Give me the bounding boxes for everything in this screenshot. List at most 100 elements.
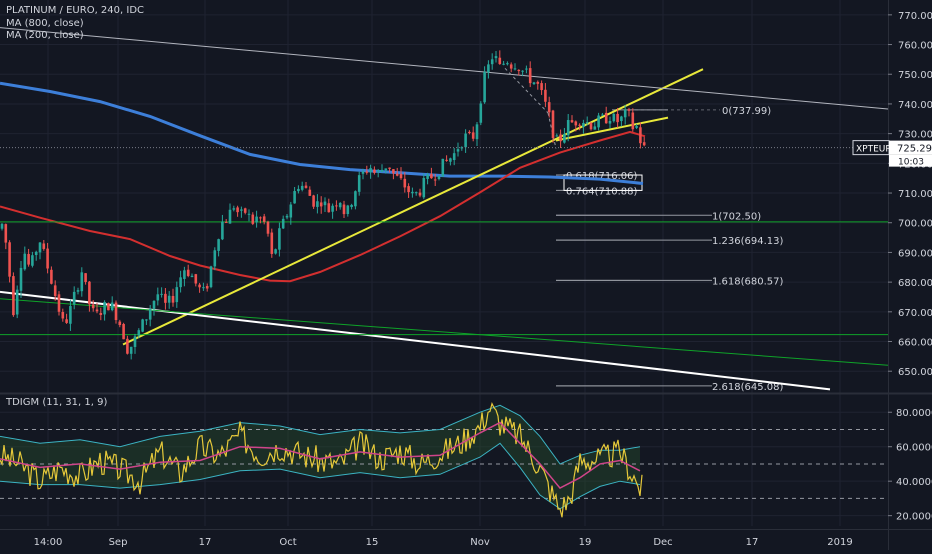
- candle-body: [217, 239, 220, 251]
- candle-body: [498, 57, 502, 65]
- candle-body: [224, 221, 228, 223]
- candle-body: [194, 274, 198, 284]
- candle-body: [289, 204, 293, 218]
- osc-axis-label: 60.0000: [896, 443, 932, 454]
- oscillator-legend: TDIGM (11, 31, 1, 9): [6, 397, 108, 408]
- candle-body: [483, 71, 486, 103]
- candle-body: [80, 272, 84, 292]
- fib-level-label: 0.764(710.88): [566, 186, 638, 197]
- candle-body: [471, 132, 475, 139]
- candle-body: [574, 121, 578, 126]
- candle-body: [221, 221, 224, 240]
- candle-body: [76, 290, 80, 292]
- candle-body: [99, 312, 103, 315]
- candle-body: [148, 309, 152, 320]
- osc-signal-line: [0, 421, 641, 490]
- candle-body: [232, 208, 236, 210]
- candle-body: [612, 113, 616, 122]
- candle-body: [395, 173, 399, 176]
- fib-level-label: 0(737.99): [722, 106, 771, 117]
- candle-body: [274, 249, 277, 254]
- candle-body: [544, 89, 547, 102]
- osc-axis-label: 20.0000: [896, 512, 932, 523]
- fib-level-label: 0.618(716.06): [566, 171, 638, 182]
- price-axis-label: 740.00: [898, 100, 932, 111]
- candle-body: [506, 63, 509, 65]
- countdown-label: 10:03: [898, 158, 924, 168]
- candle-body: [126, 338, 129, 354]
- candle-body: [559, 134, 562, 142]
- candle-body: [53, 285, 57, 296]
- time-axis-label: 19: [579, 537, 592, 548]
- price-axis-label: 670.00: [898, 308, 932, 319]
- candle-body: [593, 126, 597, 130]
- candle-body: [521, 70, 524, 72]
- candle-body: [236, 207, 239, 213]
- price-axis-label: 770.00: [898, 11, 932, 22]
- candle-body: [145, 319, 148, 321]
- candle-body: [399, 174, 403, 179]
- candle-body: [209, 266, 213, 288]
- ma-200-line: [0, 130, 646, 283]
- candle-body: [183, 270, 186, 279]
- candle-body: [34, 251, 38, 256]
- candle-body: [380, 169, 384, 172]
- candle-body: [601, 114, 604, 116]
- candle-body: [361, 171, 365, 174]
- time-axis-label: Nov: [470, 537, 490, 548]
- current-price-badge: [889, 140, 932, 155]
- candle-body: [323, 201, 327, 206]
- candle-body: [502, 63, 505, 65]
- osc-axis-label: 40.0000: [896, 477, 932, 488]
- candle-body: [95, 309, 99, 312]
- candle-body: [72, 291, 76, 305]
- candle-body: [190, 275, 194, 278]
- candle-body: [487, 64, 490, 73]
- candle-body: [304, 185, 308, 188]
- candle-body: [160, 293, 163, 295]
- trendline-descending-white: [0, 290, 831, 391]
- candle-body: [551, 110, 555, 139]
- symbol-badge-label: XPTEUR: [856, 145, 892, 155]
- candle-body: [23, 253, 27, 270]
- projection-line: [504, 67, 549, 114]
- candle-body: [179, 277, 182, 288]
- candle-body: [15, 289, 19, 315]
- candle-body: [338, 202, 342, 208]
- candle-body: [635, 126, 638, 128]
- candle-body: [376, 170, 380, 172]
- candle-body: [114, 302, 118, 321]
- candle-body: [243, 208, 247, 213]
- candle-body: [270, 232, 274, 254]
- candle-body: [50, 269, 53, 284]
- price-axis-label: 700.00: [898, 219, 932, 230]
- candle-body: [262, 216, 266, 222]
- candle-body: [547, 102, 551, 113]
- candle-body: [118, 321, 122, 326]
- candle-body: [528, 68, 532, 84]
- time-axis-label: 14:00: [34, 537, 63, 548]
- candle-body: [540, 83, 543, 91]
- candle-body: [202, 287, 205, 289]
- candle-body: [604, 112, 608, 124]
- price-axis-label: 680.00: [898, 278, 932, 289]
- candle-body: [494, 56, 498, 59]
- candle-body: [407, 186, 410, 193]
- candle-body: [186, 269, 190, 276]
- candle-body: [65, 319, 68, 323]
- candle-body: [445, 159, 448, 161]
- candle-body: [327, 203, 331, 213]
- candle-body: [452, 153, 456, 161]
- candle-body: [620, 116, 623, 122]
- candle-body: [38, 242, 42, 253]
- candle-body: [350, 204, 353, 208]
- candle-body: [152, 300, 156, 309]
- chart-legend: PLATINUM / EURO, 240, IDC MA (800, close…: [6, 5, 144, 43]
- symbol-title: PLATINUM / EURO, 240, IDC: [6, 5, 144, 16]
- candle-body: [582, 123, 585, 127]
- candle-body: [433, 179, 437, 181]
- time-axis-label: Sep: [109, 537, 128, 548]
- countdown-badge: [889, 154, 932, 167]
